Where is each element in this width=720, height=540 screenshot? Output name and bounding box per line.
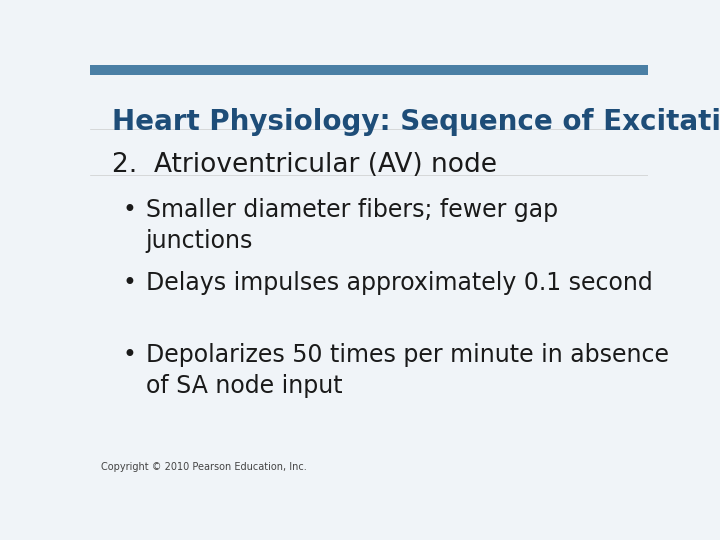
Text: Depolarizes 50 times per minute in absence
of SA node input: Depolarizes 50 times per minute in absen… xyxy=(145,343,669,398)
Text: Copyright © 2010 Pearson Education, Inc.: Copyright © 2010 Pearson Education, Inc. xyxy=(101,462,307,472)
Text: Delays impulses approximately 0.1 second: Delays impulses approximately 0.1 second xyxy=(145,271,652,295)
Text: Heart Physiology: Sequence of Excitation: Heart Physiology: Sequence of Excitation xyxy=(112,109,720,137)
Text: •: • xyxy=(122,343,136,367)
Text: 2.  Atrioventricular (AV) node: 2. Atrioventricular (AV) node xyxy=(112,152,498,178)
Text: Smaller diameter fibers; fewer gap
junctions: Smaller diameter fibers; fewer gap junct… xyxy=(145,198,558,253)
Text: •: • xyxy=(122,271,136,295)
Text: •: • xyxy=(122,198,136,222)
Bar xyxy=(90,65,648,75)
